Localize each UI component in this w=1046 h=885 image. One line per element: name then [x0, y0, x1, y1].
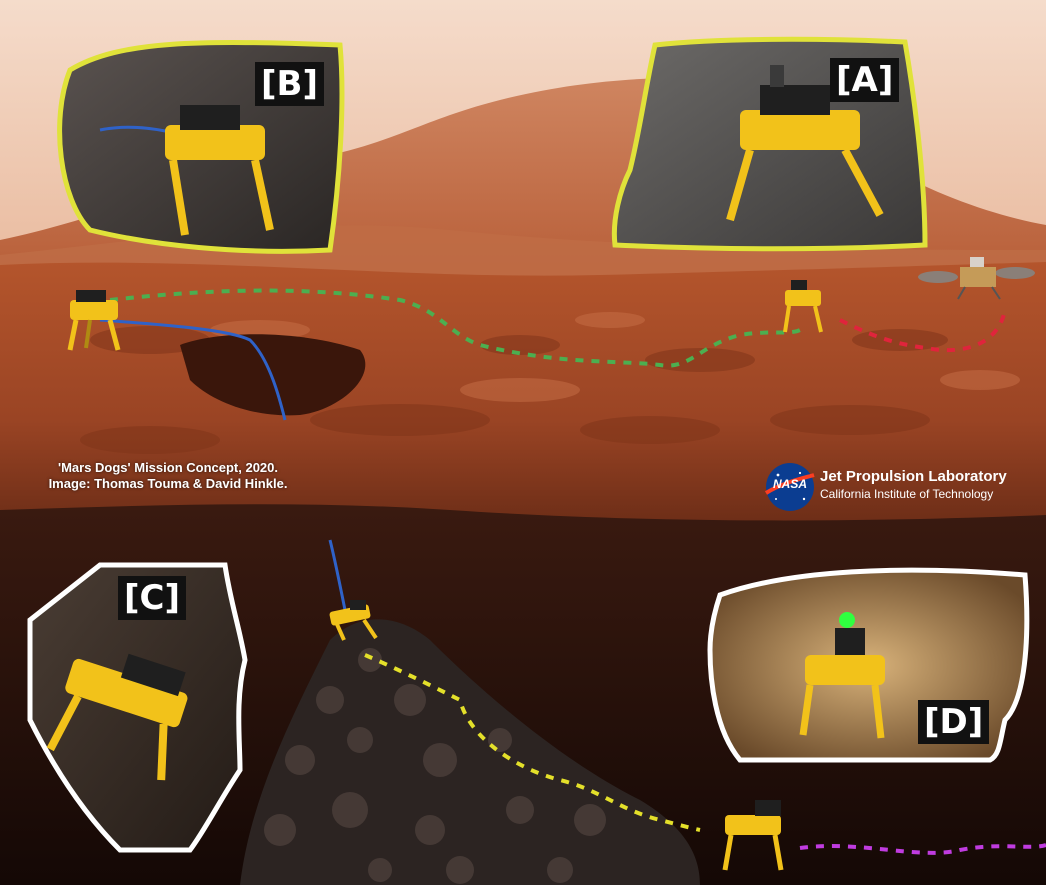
panel-b-tag: [B]: [255, 62, 324, 106]
robot-dog-cave-rubble: [329, 600, 378, 641]
image-credit-caption: 'Mars Dogs' Mission Concept, 2020. Image…: [18, 460, 318, 492]
robot-dog-cave-bottom: [722, 800, 784, 871]
panel-c-tag: [C]: [118, 576, 187, 620]
caption-line-2: Image: Thomas Touma & David Hinkle.: [48, 476, 288, 491]
nasa-logo-icon: [764, 463, 815, 511]
jpl-logo: NASA Jet Propulsion Laboratory Californi…: [760, 462, 1040, 510]
jpl-title: Jet Propulsion Laboratory: [820, 468, 1007, 485]
nasa-wordmark: NASA: [772, 477, 807, 491]
lander: [918, 257, 1035, 300]
caption-line-1: 'Mars Dogs' Mission Concept, 2020.: [57, 460, 279, 475]
panel-d-tag: [D]: [918, 700, 990, 744]
photo-panel-c: [27, 562, 248, 853]
robot-dog-surface-left: [67, 290, 121, 351]
robot-dog-surface-right: [783, 280, 823, 333]
panel-a-tag: [A]: [830, 58, 900, 102]
jpl-subtitle: California Institute of Technology: [820, 487, 994, 501]
